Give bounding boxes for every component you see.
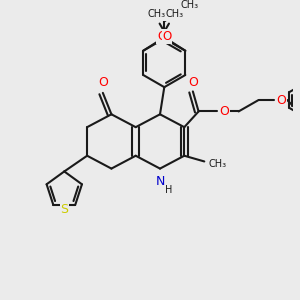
- Text: N: N: [155, 175, 165, 188]
- Text: O: O: [157, 30, 166, 43]
- Text: O: O: [160, 7, 169, 20]
- Text: CH₃: CH₃: [166, 9, 184, 19]
- Text: O: O: [188, 76, 198, 89]
- Text: O: O: [98, 76, 108, 89]
- Text: O: O: [277, 94, 286, 106]
- Text: CH₃: CH₃: [148, 9, 166, 19]
- Text: CH₃: CH₃: [208, 159, 226, 169]
- Text: O: O: [162, 30, 172, 43]
- Text: H: H: [165, 185, 172, 195]
- Text: CH₃: CH₃: [181, 0, 199, 10]
- Text: O: O: [219, 105, 229, 118]
- Text: S: S: [60, 203, 68, 216]
